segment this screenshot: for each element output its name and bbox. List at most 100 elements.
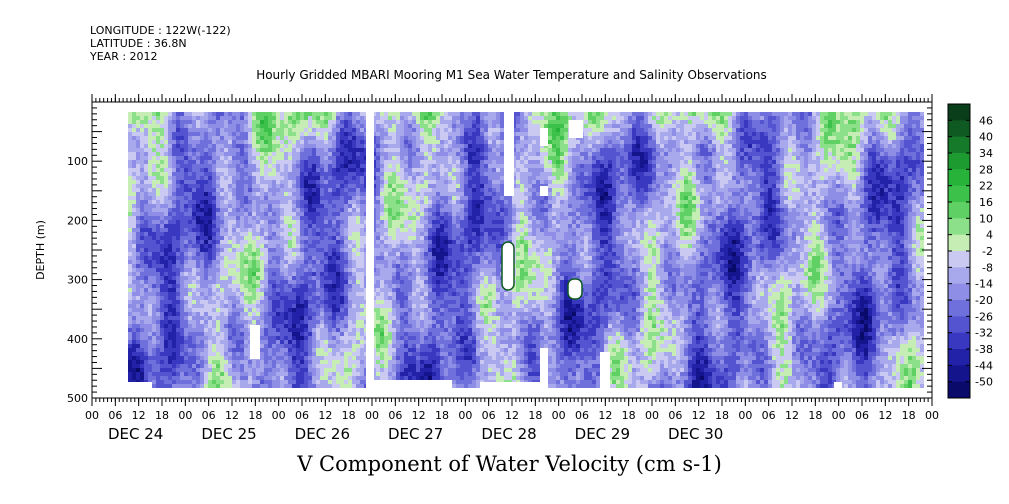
heatmap-cell	[192, 236, 196, 240]
heatmap-cell	[308, 248, 312, 252]
heatmap-cell	[308, 340, 312, 344]
heatmap-cell	[244, 240, 248, 244]
heatmap-cell	[296, 224, 300, 228]
heatmap-cell	[292, 296, 296, 300]
heatmap-cell	[188, 332, 192, 336]
heatmap-cell	[388, 344, 392, 348]
heatmap-cell	[248, 132, 252, 136]
heatmap-cell	[244, 384, 248, 388]
heatmap-cell	[208, 352, 212, 356]
heatmap-cell	[196, 344, 200, 348]
heatmap-cell	[192, 328, 196, 332]
heatmap-cell	[380, 328, 384, 332]
heatmap-cell	[344, 320, 348, 324]
heatmap-cell	[332, 220, 336, 224]
heatmap-cell	[380, 332, 384, 336]
heatmap-cell	[376, 192, 380, 196]
heatmap-cell	[236, 180, 240, 184]
heatmap-cell	[388, 340, 392, 344]
heatmap-cell	[196, 188, 200, 192]
heatmap-cell	[188, 184, 192, 188]
heatmap-cell	[400, 320, 404, 324]
heatmap-cell	[188, 356, 192, 360]
heatmap-cell	[196, 224, 200, 228]
heatmap-cell	[208, 232, 212, 236]
heatmap-cell	[324, 320, 328, 324]
heatmap-cell	[400, 236, 404, 240]
heatmap-cell	[252, 200, 256, 204]
heatmap-cell	[228, 352, 232, 356]
heatmap-cell	[288, 296, 292, 300]
heatmap-cell	[408, 148, 412, 152]
heatmap-cell	[136, 192, 140, 196]
heatmap-cell	[396, 212, 400, 216]
heatmap-cell	[320, 260, 324, 264]
heatmap-cell	[164, 188, 168, 192]
heatmap-cell	[264, 320, 268, 324]
heatmap-cell	[220, 220, 224, 224]
heatmap-cell	[340, 308, 344, 312]
heatmap-cell	[356, 116, 360, 120]
heatmap-cell	[360, 368, 364, 372]
heatmap-cell	[204, 160, 208, 164]
heatmap-cell	[236, 288, 240, 292]
heatmap-cell	[244, 224, 248, 228]
heatmap-cell	[168, 352, 172, 356]
heatmap-cell	[360, 360, 364, 364]
heatmap-cell	[340, 340, 344, 344]
heatmap-cell	[248, 228, 252, 232]
heatmap-cell	[216, 160, 220, 164]
heatmap-cell	[188, 340, 192, 344]
heatmap-cell	[396, 208, 400, 212]
heatmap-cell	[316, 288, 320, 292]
heatmap-cell	[208, 188, 212, 192]
heatmap-cell	[292, 312, 296, 316]
heatmap-cell	[160, 372, 164, 376]
heatmap-cell	[388, 276, 392, 280]
heatmap-cell	[148, 252, 152, 256]
heatmap-cell	[404, 236, 408, 240]
heatmap-cell	[276, 236, 280, 240]
heatmap-cell	[236, 148, 240, 152]
heatmap-cell	[392, 332, 396, 336]
heatmap-cell	[208, 212, 212, 216]
heatmap-cell	[256, 196, 260, 200]
heatmap-cell	[276, 344, 280, 348]
heatmap-cell	[388, 244, 392, 248]
heatmap-cell	[260, 252, 264, 256]
heatmap-cell	[336, 280, 340, 284]
heatmap-cell	[284, 336, 288, 340]
heatmap-cell	[192, 132, 196, 136]
heatmap-cell	[164, 376, 168, 380]
heatmap-cell	[156, 376, 160, 380]
heatmap-cell	[324, 340, 328, 344]
heatmap-cell	[360, 224, 364, 228]
heatmap-cell	[272, 180, 276, 184]
heatmap-cell	[256, 360, 260, 364]
heatmap-cell	[352, 328, 356, 332]
heatmap-cell	[316, 336, 320, 340]
heatmap-cell	[388, 168, 392, 172]
heatmap-cell	[312, 132, 316, 136]
heatmap-cell	[276, 216, 280, 220]
heatmap-cell	[332, 148, 336, 152]
heatmap-cell	[268, 308, 272, 312]
heatmap-cell	[380, 224, 384, 228]
heatmap-cell	[396, 244, 400, 248]
heatmap-cell	[396, 220, 400, 224]
heatmap-cell	[140, 316, 144, 320]
heatmap-cell	[240, 160, 244, 164]
heatmap-cell	[200, 380, 204, 384]
heatmap-cell	[260, 156, 264, 160]
heatmap-cell	[352, 156, 356, 160]
heatmap-cell	[336, 164, 340, 168]
heatmap-cell	[376, 196, 380, 200]
heatmap-cell	[256, 164, 260, 168]
heatmap-cell	[220, 224, 224, 228]
heatmap-cell	[168, 248, 172, 252]
heatmap-cell	[184, 384, 188, 388]
heatmap-cell	[280, 240, 284, 244]
heatmap-cell	[356, 320, 360, 324]
heatmap-cell	[392, 228, 396, 232]
heatmap-cell	[300, 232, 304, 236]
